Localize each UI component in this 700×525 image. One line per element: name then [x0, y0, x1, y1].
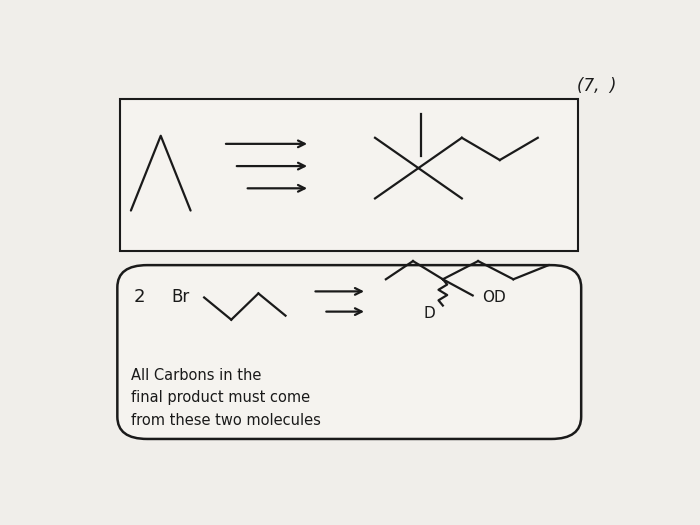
Text: All Carbons in the
final product must come
from these two molecules: All Carbons in the final product must co… — [131, 368, 321, 427]
Text: D: D — [424, 306, 435, 321]
FancyBboxPatch shape — [118, 265, 581, 439]
Text: 2: 2 — [133, 288, 145, 307]
Text: OD: OD — [482, 290, 506, 305]
Text: (7,  ): (7, ) — [577, 77, 617, 95]
Text: Br: Br — [172, 288, 190, 307]
FancyBboxPatch shape — [120, 99, 578, 251]
